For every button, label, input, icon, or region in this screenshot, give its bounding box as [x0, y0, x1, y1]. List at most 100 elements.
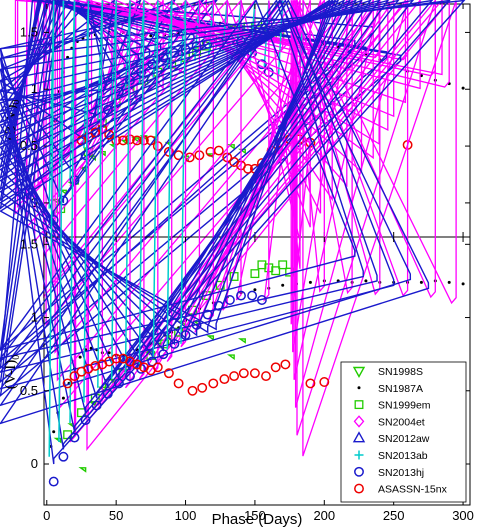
bottom-point-sn1987a [447, 280, 451, 284]
bottom-ticks: 0 0.5 1 1.5 0 50 100 150 200 250 300 [20, 236, 474, 523]
bottom-point-sn1998s [226, 354, 235, 360]
bottom-point-asassn-15nx [229, 371, 240, 382]
top-ytick-label: 1.5 [20, 24, 38, 39]
bottom-point-asassn-15nx [319, 377, 330, 387]
bottom-point-sn1999em [250, 269, 260, 279]
bottom-point-sn1999em [278, 260, 288, 270]
top-point-asassn-15nx [132, 135, 142, 146]
bottom-point-sn2012aw [0, 0, 395, 390]
bottom-point-sn2012aw [0, 0, 340, 340]
top-ytick-label: 1 [31, 81, 38, 96]
bottom-point-sn2004et [69, 0, 443, 443]
top-point-asassn-15nx [163, 146, 174, 157]
top-point-sn2013hj [102, 104, 113, 115]
bottom-ytick-label: 0 [31, 456, 38, 471]
bottom-point-sn2013ab [97, 0, 104, 388]
bottom-point-sn2013hj [91, 400, 102, 411]
bottom-point-sn1987a [253, 288, 257, 292]
bottom-point-sn2013ab [166, 0, 173, 350]
bottom-point-sn2013ab [69, 0, 76, 424]
bottom-point-sn2013hj [158, 349, 169, 360]
bottom-point-sn2013hj [224, 295, 235, 305]
bottom-point-sn2013ab [152, 0, 159, 359]
bottom-point-sn2013hj [236, 290, 246, 301]
bottom-point-asassn-15nx [280, 359, 291, 370]
bottom-point-sn2004et [302, 0, 457, 457]
bottom-point-sn1987a [52, 430, 56, 434]
legend: SN1998S SN1987A SN1999em SN2004et SN2012aw SN… [340, 361, 467, 503]
top-point-sn2012aw [0, 0, 151, 146]
legend-box [340, 361, 467, 503]
top-point-sn2012aw [0, 0, 162, 157]
bottom-data-points [0, 0, 466, 487]
bottom-point-asassn-15nx [62, 378, 73, 389]
bottom-point-sn2004et [296, 0, 436, 436]
xtick-label: 0 [43, 508, 50, 523]
top-point-sn1987a [149, 34, 153, 38]
legend-marker-sn2013ab [354, 450, 364, 460]
bottom-point-sn2012aw [0, 0, 451, 450]
bottom-point-asassn-15nx [69, 371, 80, 382]
legend-label-sn1987a: SN1987A [378, 383, 423, 395]
legend-marker-sn1987a [357, 386, 361, 390]
legend-label-sn1999em: SN1999em [378, 400, 431, 412]
bottom-ytick-label: 1 [31, 310, 38, 325]
bottom-point-sn2012aw [0, 0, 331, 331]
bottom-plot-frame [43, 236, 471, 506]
bottom-point-sn1998s [206, 335, 215, 341]
bottom-ytick-label: 0.5 [20, 383, 38, 398]
bottom-point-sn2012aw [0, 0, 400, 399]
bottom-point-sn2012aw [0, 0, 466, 465]
bottom-point-sn2012aw [0, 0, 378, 373]
top-point-sn1987a [461, 86, 465, 90]
bottom-point-sn2013hj [125, 371, 135, 382]
xtick-label: 50 [109, 508, 123, 523]
bottom-point-sn1999em [257, 260, 267, 270]
bottom-point-asassn-15nx [111, 353, 122, 364]
bottom-point-sn2012aw [0, 0, 364, 360]
bottom-point-sn2004et [166, 0, 363, 362]
bottom-point-sn2012aw [0, 0, 381, 380]
bottom-point-asassn-15nx [152, 362, 163, 373]
bottom-point-sn2013hj [180, 330, 191, 341]
bottom-point-sn2012aw [0, 0, 415, 413]
legend-marker-sn2012aw [352, 431, 366, 443]
top-point-sn1998s [226, 144, 235, 150]
bottom-point-asassn-15nx [163, 368, 174, 379]
bottom-ylabel: (V-I)0 [3, 355, 22, 389]
bottom-point-sn1987a [61, 396, 65, 400]
xtick-label: 150 [244, 508, 266, 523]
bottom-point-sn2012aw [0, 0, 390, 389]
top-point-asassn-15nx [213, 145, 224, 156]
bottom-point-asassn-15nx [249, 368, 260, 379]
top-point-sn1998s [59, 189, 67, 196]
top-ylabel-sub: 0 [11, 100, 22, 105]
bottom-point-sn2013ab [48, 0, 55, 457]
legend-marker-asassn-15nx [354, 483, 364, 494]
xtick-label: 200 [313, 508, 335, 523]
bottom-point-asassn-15nx [238, 368, 249, 379]
bottom-point-asassn-15nx [197, 382, 208, 393]
bottom-point-sn2012aw [0, 0, 372, 371]
bottom-point-asassn-15nx [305, 378, 316, 389]
xtick-label: 300 [452, 508, 474, 523]
bottom-point-sn2013hj [213, 300, 224, 311]
bottom-point-asassn-15nx [173, 378, 184, 389]
bottom-point-sn1987a [107, 351, 111, 355]
xtick-label: 250 [383, 508, 405, 523]
bottom-point-sn2013hj [169, 338, 180, 349]
bottom-point-sn2013hj [202, 309, 213, 320]
legend-marker-sn1999em [354, 400, 364, 410]
top-point-asassn-15nx [243, 163, 253, 174]
top-ytick-label: 0 [31, 195, 38, 210]
bottom-point-sn2013hj [102, 388, 113, 399]
top-point-sn2013hj [58, 195, 69, 206]
bottom-point-sn1987a [364, 279, 368, 283]
bottom-point-sn2013hj [58, 451, 69, 462]
bottom-point-sn2013hj [69, 432, 80, 443]
bottom-point-sn1987a [461, 282, 465, 286]
bottom-point-sn2004et [138, 0, 380, 380]
bottom-point-sn2013ab [180, 0, 187, 344]
